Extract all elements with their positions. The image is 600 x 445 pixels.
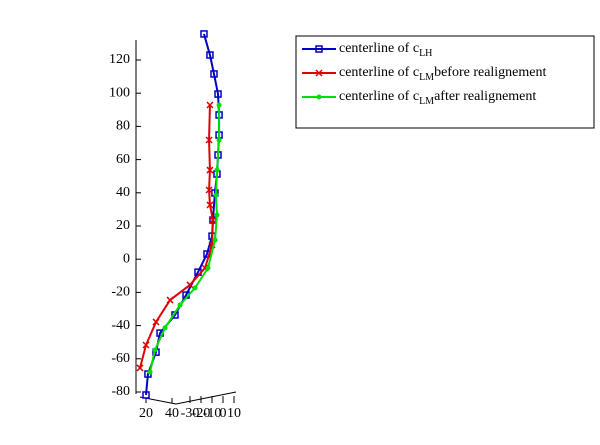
marker <box>216 137 222 143</box>
x2-tick-label: 10 <box>227 406 241 421</box>
legend-box <box>295 35 595 129</box>
legend-name: centerline of c <box>339 41 419 56</box>
marker <box>142 341 150 349</box>
marker <box>186 281 194 289</box>
y-tick-label: 40 <box>116 185 130 200</box>
series-line <box>149 104 221 373</box>
x2-tick-label: -10 <box>203 406 222 421</box>
marker <box>214 167 220 173</box>
marker <box>152 347 158 353</box>
legend-label: centerline of cLH <box>339 41 432 59</box>
marker <box>206 201 214 209</box>
marker <box>200 30 208 38</box>
y-tick-label: -20 <box>111 285 130 300</box>
marker <box>205 265 211 271</box>
marker <box>206 166 214 174</box>
marker <box>142 391 150 399</box>
marker <box>315 45 323 53</box>
legend-label: centerline of cLMbefore realignement <box>339 65 547 83</box>
marker <box>216 102 222 108</box>
y-tick-label: -80 <box>111 384 130 399</box>
x2-tick-label: 0 <box>220 406 227 421</box>
marker <box>210 70 218 78</box>
marker <box>192 285 198 291</box>
legend-subscript: LM <box>419 96 434 107</box>
legend-suffix: before realignement <box>434 65 546 80</box>
marker <box>214 90 222 98</box>
x2-tick-label: -20 <box>192 406 211 421</box>
series-line <box>139 104 214 369</box>
legend-name: centerline of c <box>339 65 419 80</box>
legend-label: centerline of cLMafter realignement <box>339 89 536 107</box>
y-tick-label: 120 <box>109 52 130 67</box>
y-tick-label: -60 <box>111 351 130 366</box>
y-tick-label: -40 <box>111 318 130 333</box>
marker <box>136 364 144 372</box>
legend-subscript: LM <box>419 72 434 83</box>
marker <box>206 101 214 109</box>
marker <box>166 296 174 304</box>
y-tick-label: 60 <box>116 152 130 167</box>
y-tick-label: 20 <box>116 218 130 233</box>
y-tick-label: 100 <box>109 85 130 100</box>
x2-tick-label: -30 <box>181 406 200 421</box>
x-tick-label: 20 <box>139 406 153 421</box>
marker <box>214 212 220 218</box>
marker <box>212 237 218 243</box>
y-tick-label: 80 <box>116 119 130 134</box>
marker <box>152 318 160 326</box>
marker <box>205 136 213 144</box>
marker <box>206 51 214 59</box>
legend-suffix: after realignement <box>434 89 536 104</box>
marker <box>162 325 168 331</box>
x-tick-label: 40 <box>165 406 179 421</box>
marker <box>213 192 219 198</box>
legend-subscript: LH <box>419 48 432 59</box>
marker <box>209 216 217 224</box>
legend-name: centerline of c <box>339 89 419 104</box>
x2-axis <box>175 391 237 405</box>
marker <box>315 69 323 77</box>
marker <box>205 186 213 194</box>
marker <box>147 369 153 375</box>
marker <box>177 302 183 308</box>
series-line <box>145 33 221 396</box>
marker <box>316 94 322 100</box>
y-tick-label: 0 <box>123 251 130 266</box>
